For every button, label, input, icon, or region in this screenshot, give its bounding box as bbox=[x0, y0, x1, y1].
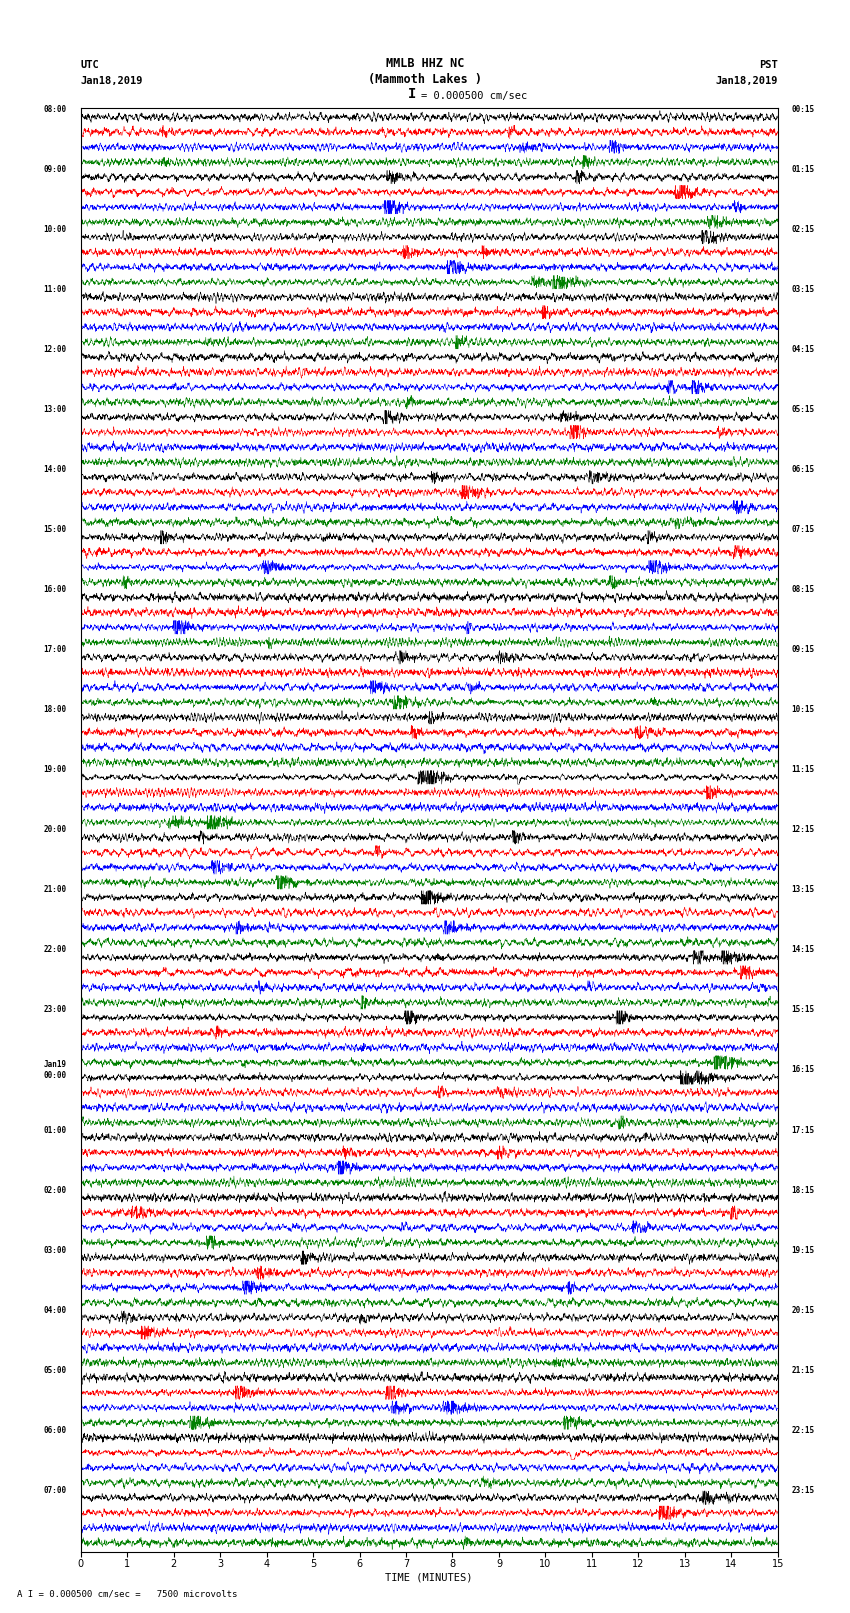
Text: 18:15: 18:15 bbox=[791, 1186, 815, 1195]
Text: 14:15: 14:15 bbox=[791, 945, 815, 955]
Text: 19:15: 19:15 bbox=[791, 1245, 815, 1255]
Text: 00:15: 00:15 bbox=[791, 105, 815, 115]
Text: PST: PST bbox=[759, 60, 778, 71]
Text: 01:15: 01:15 bbox=[791, 165, 815, 174]
Text: 02:00: 02:00 bbox=[43, 1186, 67, 1195]
Text: 03:00: 03:00 bbox=[43, 1245, 67, 1255]
Text: 05:00: 05:00 bbox=[43, 1366, 67, 1374]
Text: 14:00: 14:00 bbox=[43, 465, 67, 474]
Text: 19:00: 19:00 bbox=[43, 765, 67, 774]
Text: (Mammoth Lakes ): (Mammoth Lakes ) bbox=[368, 73, 482, 85]
Text: 02:15: 02:15 bbox=[791, 226, 815, 234]
Text: 15:00: 15:00 bbox=[43, 526, 67, 534]
Text: 09:15: 09:15 bbox=[791, 645, 815, 655]
Text: 22:15: 22:15 bbox=[791, 1426, 815, 1434]
Text: 04:00: 04:00 bbox=[43, 1305, 67, 1315]
Text: 16:15: 16:15 bbox=[791, 1066, 815, 1074]
Text: = 0.000500 cm/sec: = 0.000500 cm/sec bbox=[421, 90, 527, 100]
Text: MMLB HHZ NC: MMLB HHZ NC bbox=[386, 56, 464, 71]
Text: 15:15: 15:15 bbox=[791, 1005, 815, 1015]
Text: A I = 0.000500 cm/sec =   7500 microvolts: A I = 0.000500 cm/sec = 7500 microvolts bbox=[17, 1589, 237, 1598]
Text: 22:00: 22:00 bbox=[43, 945, 67, 955]
Text: 21:15: 21:15 bbox=[791, 1366, 815, 1374]
Text: 16:00: 16:00 bbox=[43, 586, 67, 594]
Text: 12:15: 12:15 bbox=[791, 826, 815, 834]
Text: 11:15: 11:15 bbox=[791, 765, 815, 774]
Text: Jan18,2019: Jan18,2019 bbox=[715, 76, 778, 85]
Text: 17:00: 17:00 bbox=[43, 645, 67, 655]
Text: 11:00: 11:00 bbox=[43, 286, 67, 294]
Text: 12:00: 12:00 bbox=[43, 345, 67, 355]
Text: 13:15: 13:15 bbox=[791, 886, 815, 895]
Text: 07:00: 07:00 bbox=[43, 1486, 67, 1495]
Text: Jan18,2019: Jan18,2019 bbox=[81, 76, 144, 85]
Text: 09:00: 09:00 bbox=[43, 165, 67, 174]
Text: 18:00: 18:00 bbox=[43, 705, 67, 715]
Text: 21:00: 21:00 bbox=[43, 886, 67, 895]
Text: 23:15: 23:15 bbox=[791, 1486, 815, 1495]
Text: 20:15: 20:15 bbox=[791, 1305, 815, 1315]
Text: 01:00: 01:00 bbox=[43, 1126, 67, 1134]
Text: 05:15: 05:15 bbox=[791, 405, 815, 415]
Text: 07:15: 07:15 bbox=[791, 526, 815, 534]
Text: 08:00: 08:00 bbox=[43, 105, 67, 115]
Text: 10:15: 10:15 bbox=[791, 705, 815, 715]
Text: 08:15: 08:15 bbox=[791, 586, 815, 594]
Text: 06:15: 06:15 bbox=[791, 465, 815, 474]
Text: I: I bbox=[408, 87, 416, 100]
X-axis label: TIME (MINUTES): TIME (MINUTES) bbox=[386, 1573, 473, 1582]
Text: 03:15: 03:15 bbox=[791, 286, 815, 294]
Text: UTC: UTC bbox=[81, 60, 99, 71]
Text: 20:00: 20:00 bbox=[43, 826, 67, 834]
Text: 17:15: 17:15 bbox=[791, 1126, 815, 1134]
Text: 04:15: 04:15 bbox=[791, 345, 815, 355]
Text: 23:00: 23:00 bbox=[43, 1005, 67, 1015]
Text: 13:00: 13:00 bbox=[43, 405, 67, 415]
Text: Jan19
00:00: Jan19 00:00 bbox=[43, 1060, 67, 1079]
Text: 10:00: 10:00 bbox=[43, 226, 67, 234]
Text: 06:00: 06:00 bbox=[43, 1426, 67, 1434]
